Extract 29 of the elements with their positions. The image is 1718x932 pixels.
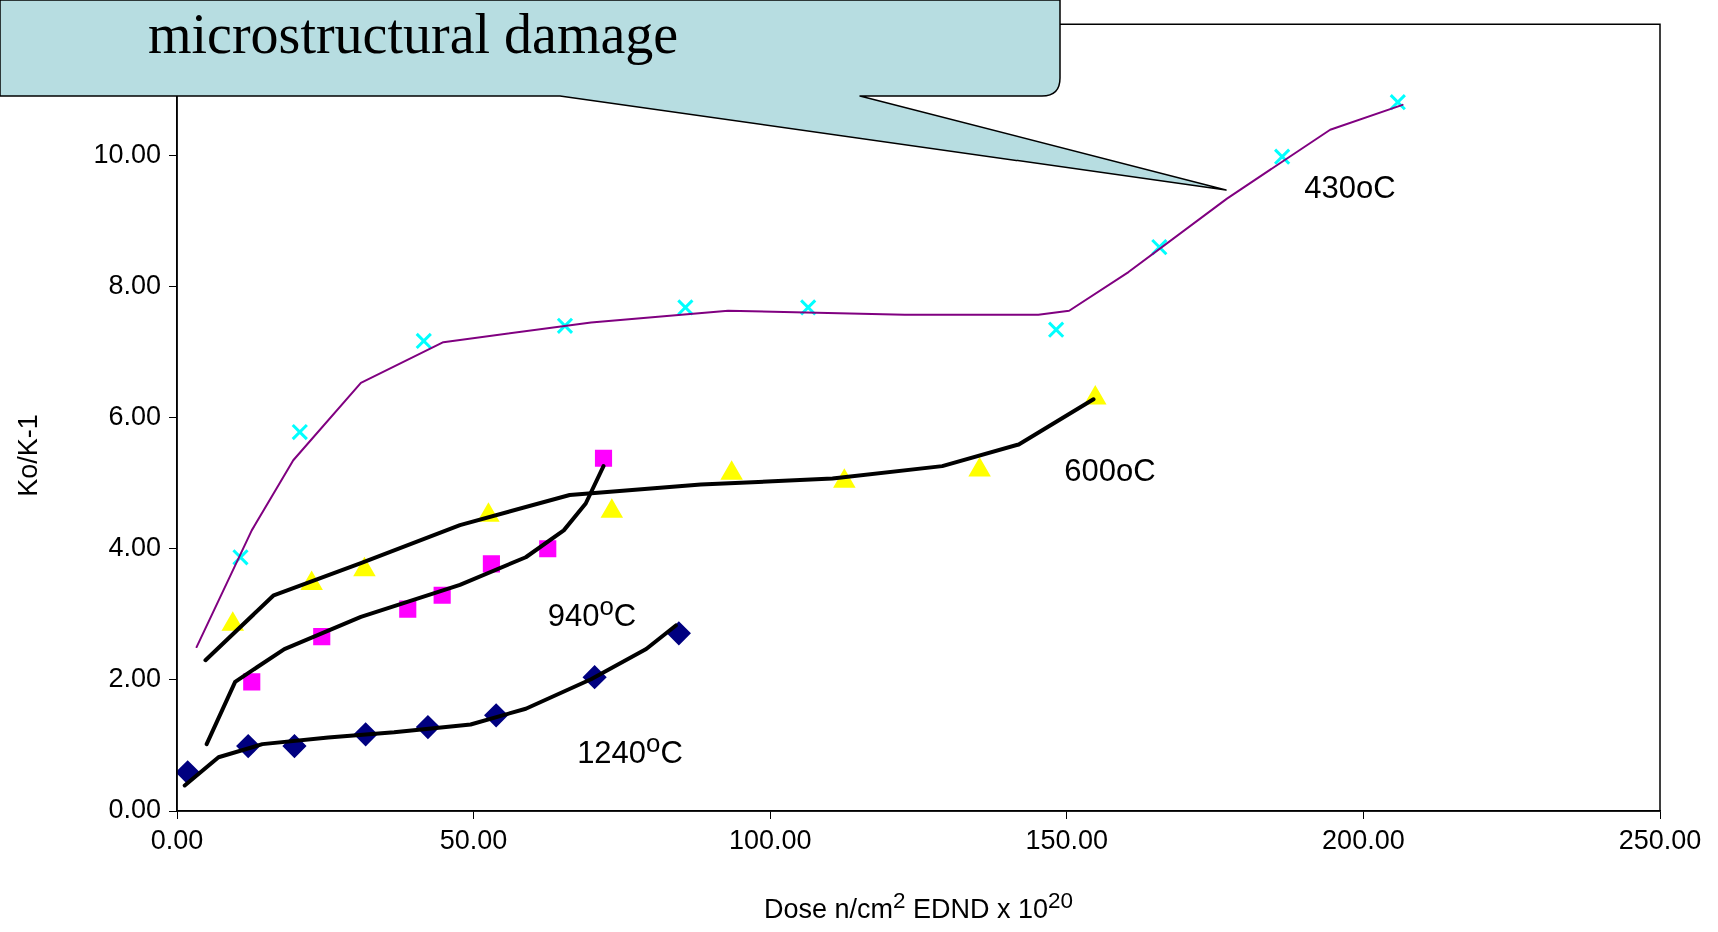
point [1047,321,1065,339]
x-tick-label: 250.00 [1618,824,1702,855]
series-label: 430oC [1304,170,1396,206]
point [243,673,261,691]
x-tick-label: 200.00 [1322,824,1405,855]
x-tick-label: 50.00 [439,824,508,855]
y-axis-title: Ko/K-1 [12,413,44,499]
annotation: microstructural damage [148,2,679,66]
y-tick-label: 0.00 [108,794,161,825]
x-axis-title: Dose n/cm$^{2}$ EDND x 10$^{20}$ [762,888,1075,925]
point [177,760,200,784]
y-tick-label: 2.00 [108,663,161,694]
point [594,449,613,467]
x-tick-label: 0.00 [150,824,204,855]
point [1273,148,1291,166]
series-label: 1240$^{o}$C [577,728,683,772]
point [667,621,691,645]
x-tick-label: 150.00 [1025,824,1109,855]
series-label: 600oC [1064,453,1156,489]
point [291,423,309,441]
point [415,332,433,350]
x-tick-label: 100.00 [728,824,812,855]
y-tick-label: 6.00 [108,401,161,432]
series-label: 940$^{o}$C [547,591,637,635]
y-tick-label: 10.00 [93,138,161,169]
point [1389,93,1407,111]
y-tick-label: 4.00 [108,532,161,563]
point [676,298,694,317]
y-tick-label: 8.00 [108,269,161,300]
